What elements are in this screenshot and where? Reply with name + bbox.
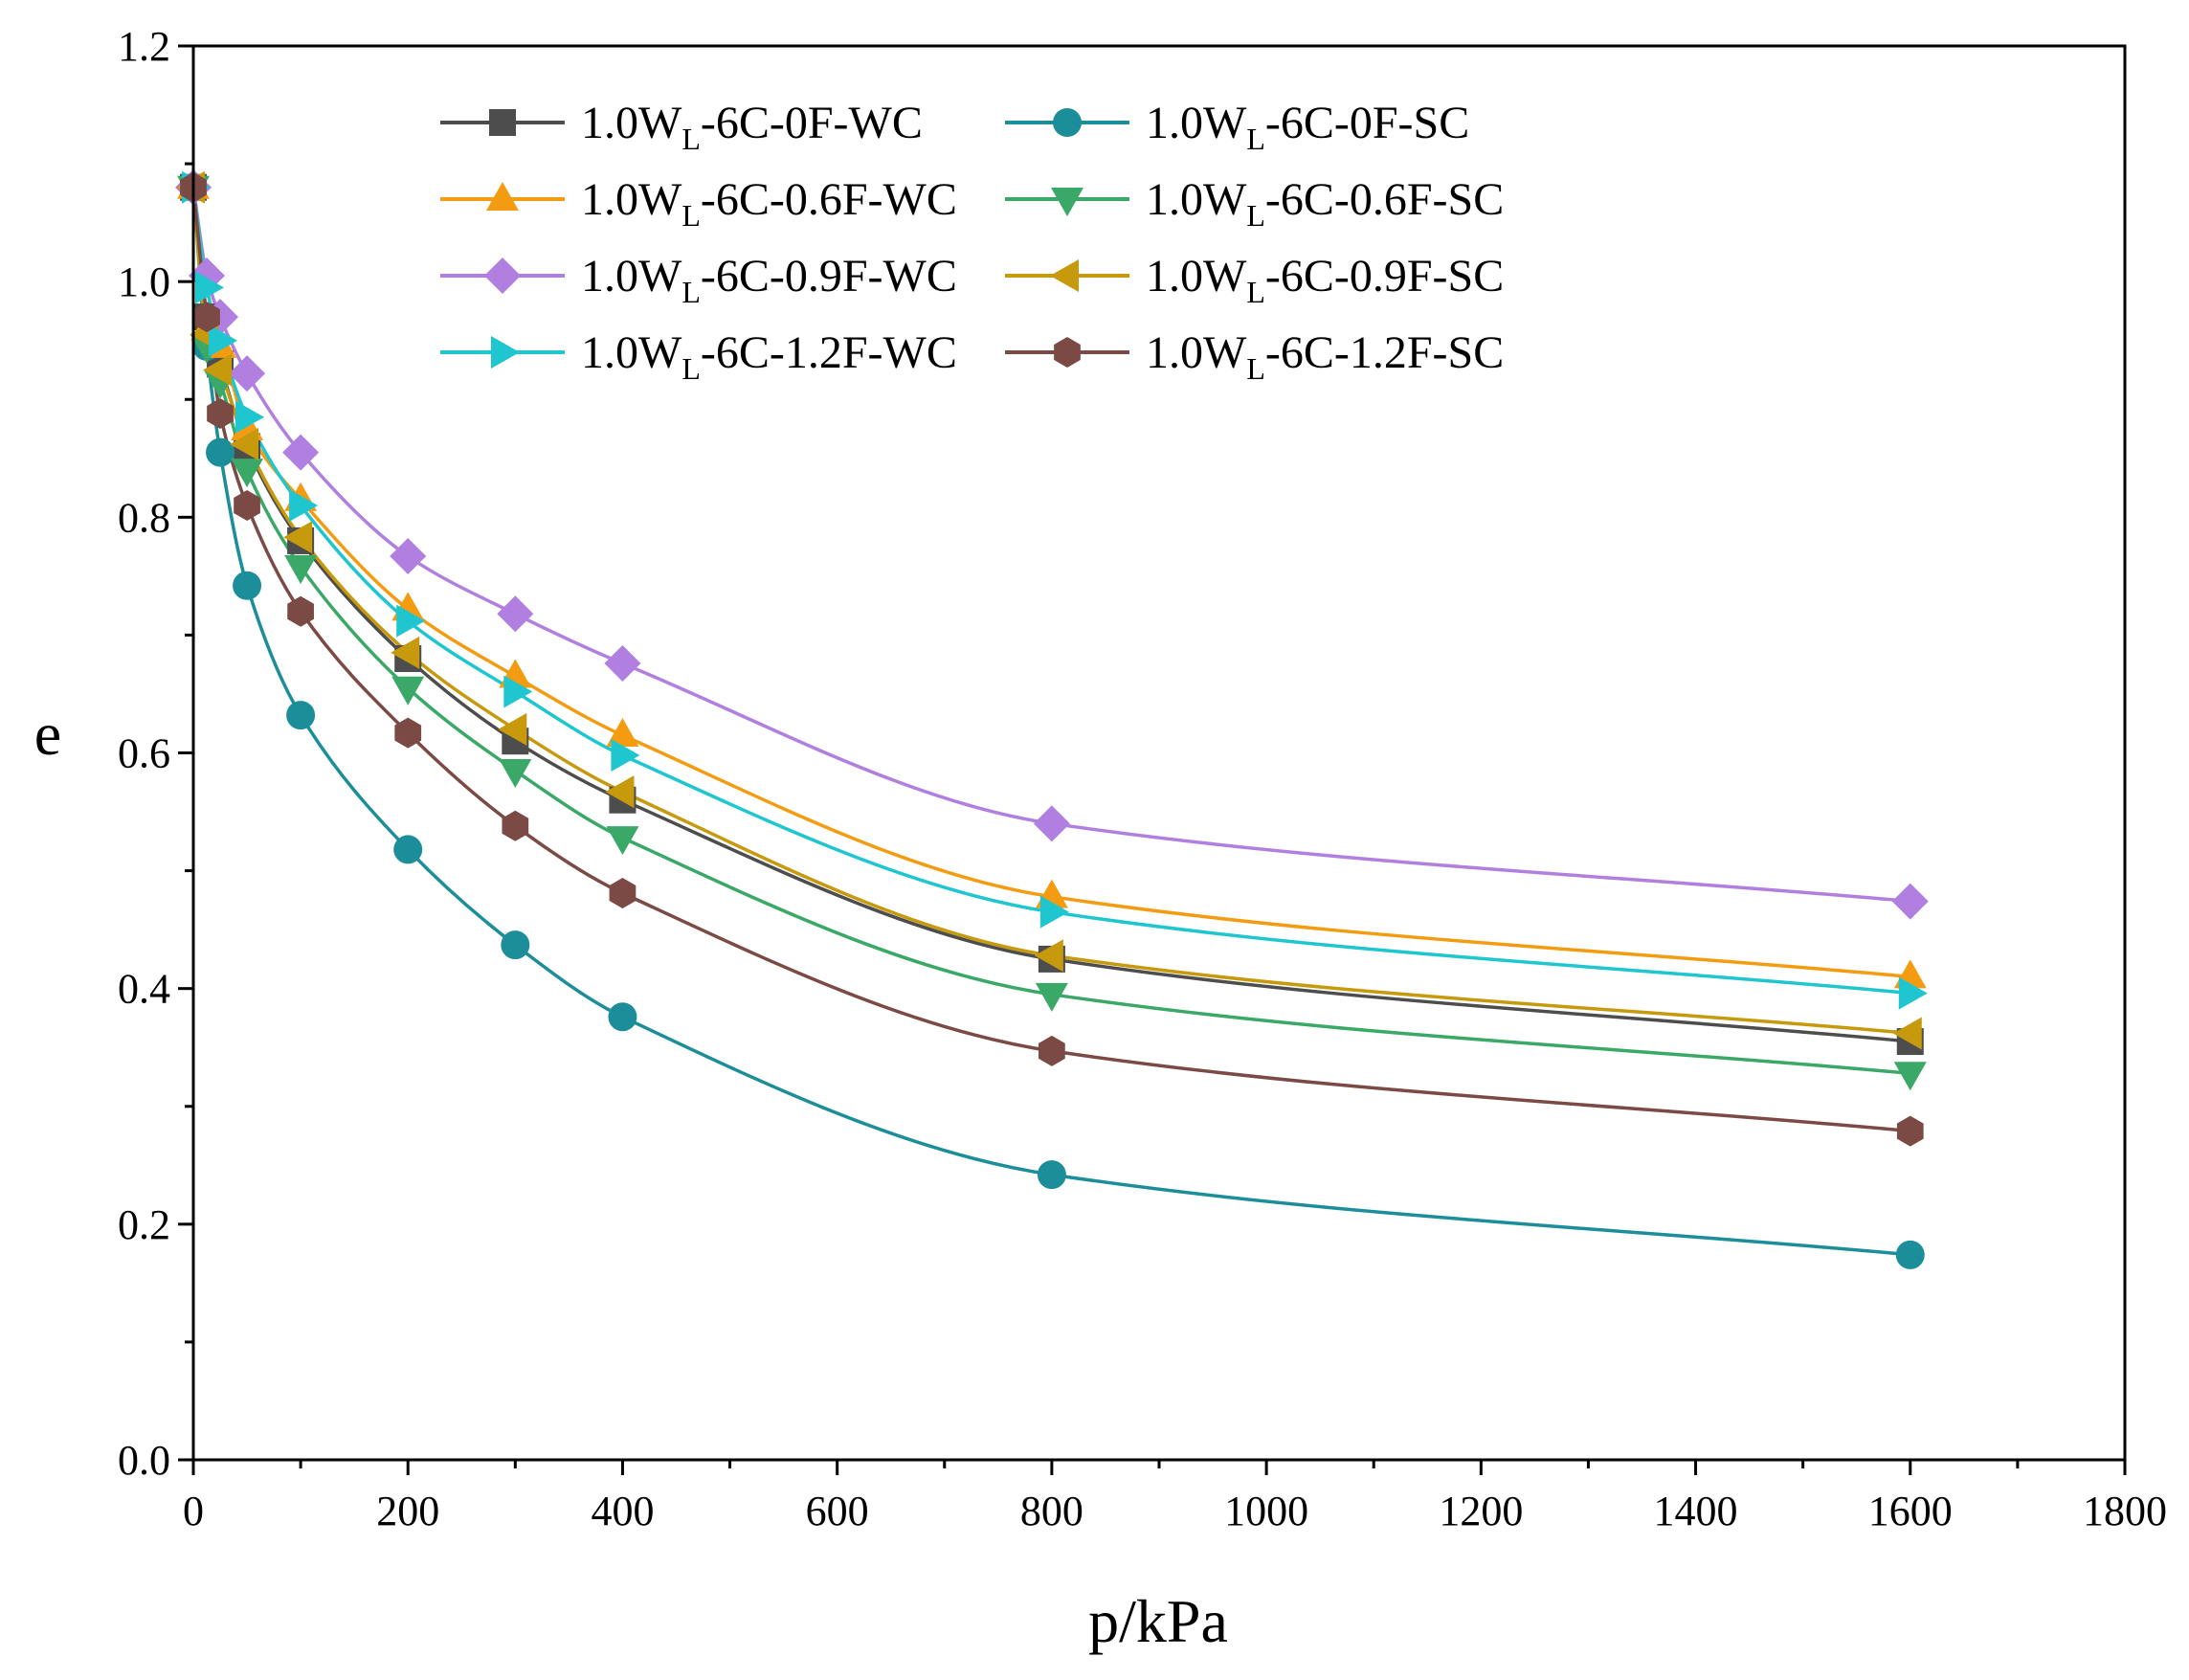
y-tick-label: 0.0: [118, 1437, 170, 1484]
legend-marker: [1051, 188, 1083, 216]
y-tick-label: 0.2: [118, 1201, 170, 1248]
data-point: [284, 555, 318, 585]
x-axis-title: p/kPa: [1088, 1587, 1228, 1655]
data-point: [1037, 1160, 1066, 1190]
data-point: [286, 701, 316, 730]
x-tick-label: 1000: [1224, 1488, 1308, 1534]
data-point: [207, 398, 234, 430]
data-point: [390, 537, 427, 574]
legend-entry-label: 1.0WL-6C-0.9F-SC: [1146, 251, 1504, 309]
y-tick-label: 1.2: [118, 23, 170, 70]
y-tick-label: 1.0: [118, 258, 170, 305]
data-point: [1039, 895, 1069, 929]
series-curve: [191, 187, 1910, 1076]
data-point: [287, 595, 314, 627]
x-tick-label: 800: [1020, 1488, 1083, 1534]
y-tick-label: 0.8: [118, 494, 170, 541]
data-point: [606, 718, 639, 748]
series-curve: [191, 187, 1910, 1257]
data-point: [1896, 1115, 1924, 1147]
data-point: [209, 324, 238, 357]
data-point: [396, 604, 426, 638]
data-point: [497, 595, 534, 633]
data-point: [611, 738, 640, 772]
data-point: [289, 489, 319, 523]
legend-entry-label: 1.0WL-6C-0.6F-SC: [1146, 174, 1504, 233]
legend-marker: [489, 109, 516, 136]
data-point: [609, 877, 637, 908]
data-point: [233, 571, 262, 600]
data-point: [1033, 805, 1070, 842]
data-points: [175, 168, 1929, 1269]
data-point: [605, 775, 635, 809]
legend-marker: [1054, 337, 1081, 368]
legend-marker: [484, 258, 521, 294]
legend-entry-label: 1.0WL-6C-0.9F-WC: [581, 251, 957, 309]
legend: 1.0WL-6C-0F-WC 1.0WL-6C-0F-SC 1.0WL-6C-0.6…: [440, 98, 1504, 386]
data-point: [1891, 883, 1929, 920]
data-point: [1034, 939, 1063, 973]
data-point: [608, 1002, 637, 1032]
y-tick-label: 0.6: [118, 730, 170, 777]
data-point: [498, 712, 527, 746]
legend-entry-label: 1.0WL-6C-1.2F-SC: [1146, 327, 1504, 386]
x-tick-label: 1400: [1654, 1488, 1738, 1534]
data-point: [1893, 1062, 1927, 1091]
data-point: [391, 636, 420, 669]
data-point: [203, 353, 233, 387]
data-point: [394, 717, 422, 749]
legend-entry-label: 1.0WL-6C-1.2F-WC: [581, 327, 957, 386]
series-curve: [191, 187, 1910, 904]
data-point: [604, 644, 641, 682]
legend-entry-label: 1.0WL-6C-0.6F-WC: [581, 174, 957, 233]
data-point: [206, 437, 235, 467]
data-point: [283, 521, 313, 554]
legend-marker: [1050, 259, 1079, 292]
x-tick-label: 400: [591, 1488, 654, 1534]
legend-entry-label: 1.0WL-6C-0F-WC: [581, 98, 923, 156]
legend-marker: [491, 336, 520, 369]
data-point: [1898, 976, 1928, 1010]
data-point: [393, 835, 423, 864]
data-point: [502, 810, 529, 841]
data-point: [229, 355, 266, 392]
data-point: [193, 302, 220, 333]
data-point: [282, 434, 320, 471]
x-tick-label: 200: [376, 1488, 439, 1534]
legend-marker: [1053, 108, 1082, 137]
data-point: [234, 490, 260, 522]
data-point: [1895, 1240, 1925, 1269]
x-tick-label: 1600: [1868, 1488, 1953, 1534]
fitted-curves: [191, 187, 1910, 1257]
legend-marker: [486, 182, 519, 211]
x-tick-label: 600: [806, 1488, 869, 1534]
data-point: [230, 428, 259, 461]
y-axis-title: e: [34, 700, 61, 768]
data-point: [235, 400, 265, 434]
x-tick-label: 1800: [2083, 1488, 2167, 1534]
series-curve: [191, 187, 1910, 996]
data-point: [1892, 1017, 1922, 1050]
y-tick-label: 0.4: [118, 966, 170, 1013]
data-point: [195, 271, 225, 304]
data-point: [499, 758, 532, 788]
data-point: [1035, 982, 1068, 1012]
data-point: [501, 930, 530, 960]
data-point: [606, 826, 639, 856]
x-tick-label: 0: [183, 1488, 204, 1534]
data-point: [503, 675, 533, 708]
x-tick-label: 1200: [1439, 1488, 1523, 1534]
data-point: [391, 676, 425, 706]
axes: p/kPa e 0 200 400 600 800 1000 1200 1400 1600 180…: [34, 23, 2167, 1655]
data-point: [1039, 1035, 1065, 1066]
legend-entry-label: 1.0WL-6C-0F-SC: [1146, 98, 1469, 156]
data-point: [231, 459, 264, 488]
